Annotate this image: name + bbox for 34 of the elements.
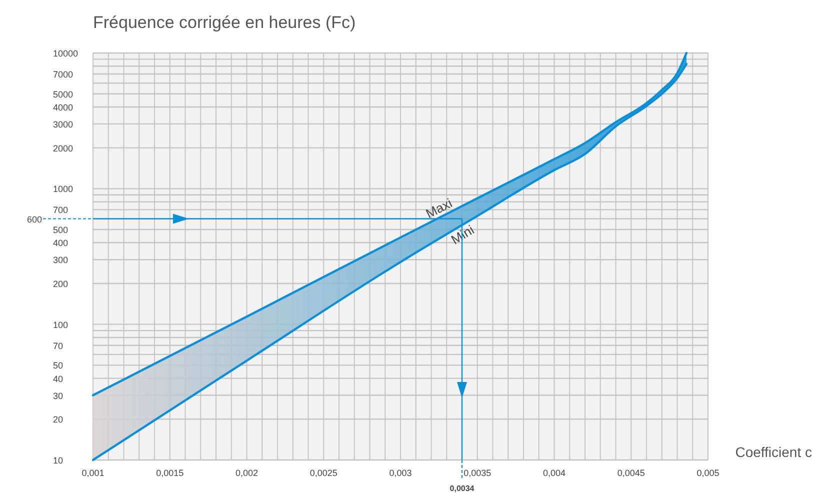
- y-tick-label: 500: [53, 225, 68, 236]
- x-tick-label: 0,003: [389, 468, 412, 478]
- ref-line-label: 600: [26, 214, 42, 224]
- text: Maxi: [423, 195, 455, 222]
- y-tick-label: 10: [53, 456, 64, 466]
- x-tick-label: 0,0025: [310, 468, 338, 478]
- y-tick-label: 50: [53, 360, 64, 371]
- y-tick-label: 700: [53, 205, 68, 216]
- y-tick-label: 40: [53, 374, 64, 384]
- y-tick-label: 2000: [53, 143, 74, 154]
- y-tick-label: 100: [53, 320, 68, 330]
- y-tick-label: 70: [53, 340, 64, 351]
- y-tick-label: 400: [53, 238, 68, 248]
- text: Mini: [448, 222, 477, 248]
- x-tick-label: 0,002: [235, 468, 258, 478]
- x-tick-label: 0,0045: [617, 468, 645, 478]
- x-tick-label: 0,004: [542, 468, 566, 478]
- x-tick-label: 0,005: [696, 468, 720, 478]
- y-tick-label: 1000: [53, 184, 74, 194]
- x-tick-label: 0,0035: [464, 468, 492, 478]
- ref-line-label: 0,0034: [450, 484, 475, 493]
- x-tick-label: 0,0015: [156, 468, 184, 478]
- x-axis-title: Coefficient c: [735, 444, 812, 460]
- y-tick-label: 4000: [53, 102, 74, 112]
- y-tick-label: 30: [53, 390, 64, 401]
- y-tick-label: 10000: [53, 48, 78, 58]
- y-tick-label: 5000: [53, 89, 74, 100]
- x-tick-label: 0,001: [82, 468, 104, 478]
- y-tick-label: 300: [53, 255, 68, 266]
- y-tick-label: 200: [53, 278, 68, 289]
- y-tick-label: 7000: [53, 70, 74, 80]
- y-tick-label: 3000: [53, 119, 74, 130]
- y-tick-label: 20: [53, 414, 64, 425]
- y-axis-title: Fréquence corrigée en heures (Fc): [93, 13, 356, 32]
